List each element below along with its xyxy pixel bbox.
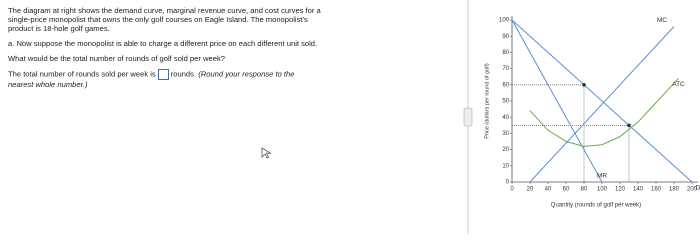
curve-label: ATC: [672, 81, 685, 88]
answer-note: (Round your response to the: [198, 69, 295, 79]
answer-after: rounds.: [170, 69, 197, 79]
cursor-icon: [261, 147, 272, 159]
curve: [511, 19, 603, 183]
y-tick-label: 60: [502, 82, 509, 88]
y-tick-label: 20: [502, 147, 509, 153]
curve: [511, 19, 693, 183]
divider-handle[interactable]: [463, 107, 473, 127]
y-tick-label: 90: [502, 34, 509, 40]
intro-line: The diagram at right shows the demand cu…: [8, 6, 321, 15]
y-axis-label: Price (dollars per round of golf): [484, 63, 490, 139]
part-a: a. Now suppose the monopolist is able to…: [8, 39, 318, 48]
x-tick-label: 140: [633, 187, 644, 193]
y-tick-label: 100: [499, 18, 510, 24]
y-tick-label: 40: [502, 115, 509, 121]
y-tick-label: 10: [502, 163, 509, 169]
answer-note: nearest whole number.): [8, 80, 88, 89]
intro-line: product is 18-hole golf games.: [8, 24, 110, 33]
answer-line: The total number of rounds sold per week…: [8, 69, 448, 80]
x-tick-label: 120: [615, 187, 626, 193]
curve-label: D: [696, 185, 700, 192]
question-panel: The diagram at right shows the demand cu…: [8, 6, 448, 89]
y-tick-label: 50: [502, 99, 509, 105]
y-tick-label: 80: [502, 50, 509, 56]
y-tick-label: 0: [506, 180, 510, 186]
x-tick-label: 40: [545, 187, 552, 193]
prompt: What would be the total number of rounds…: [8, 54, 225, 63]
chart: Price (dollars per round of golf) Quanti…: [261, 0, 700, 234]
curve: [529, 26, 675, 183]
answer-input[interactable]: [157, 69, 169, 80]
answer-before: The total number of rounds sold per week…: [8, 69, 156, 79]
x-tick-label: 60: [563, 187, 570, 193]
x-tick-label: 0: [510, 187, 514, 193]
y-tick-label: 30: [502, 131, 509, 137]
curve-label: MR: [597, 173, 607, 180]
curve: [529, 77, 679, 147]
x-axis-label: Quantity (rounds of golf per week): [551, 203, 641, 209]
page: The diagram at right shows the demand cu…: [8, 0, 700, 234]
point: [627, 123, 631, 128]
intro-line: single-price monopolist that owns the on…: [8, 15, 308, 24]
x-tick-label: 20: [527, 187, 534, 193]
x-tick-label: 160: [651, 187, 662, 193]
point: [582, 83, 586, 87]
x-tick-label: 80: [581, 187, 588, 193]
x-tick-label: 180: [669, 187, 680, 193]
x-tick-label: 100: [597, 187, 608, 193]
answer-note-line: nearest whole number.): [8, 80, 448, 89]
y-tick-label: 70: [502, 66, 509, 72]
curve-label: MC: [657, 17, 667, 24]
x-tick-label: 200: [687, 187, 698, 193]
